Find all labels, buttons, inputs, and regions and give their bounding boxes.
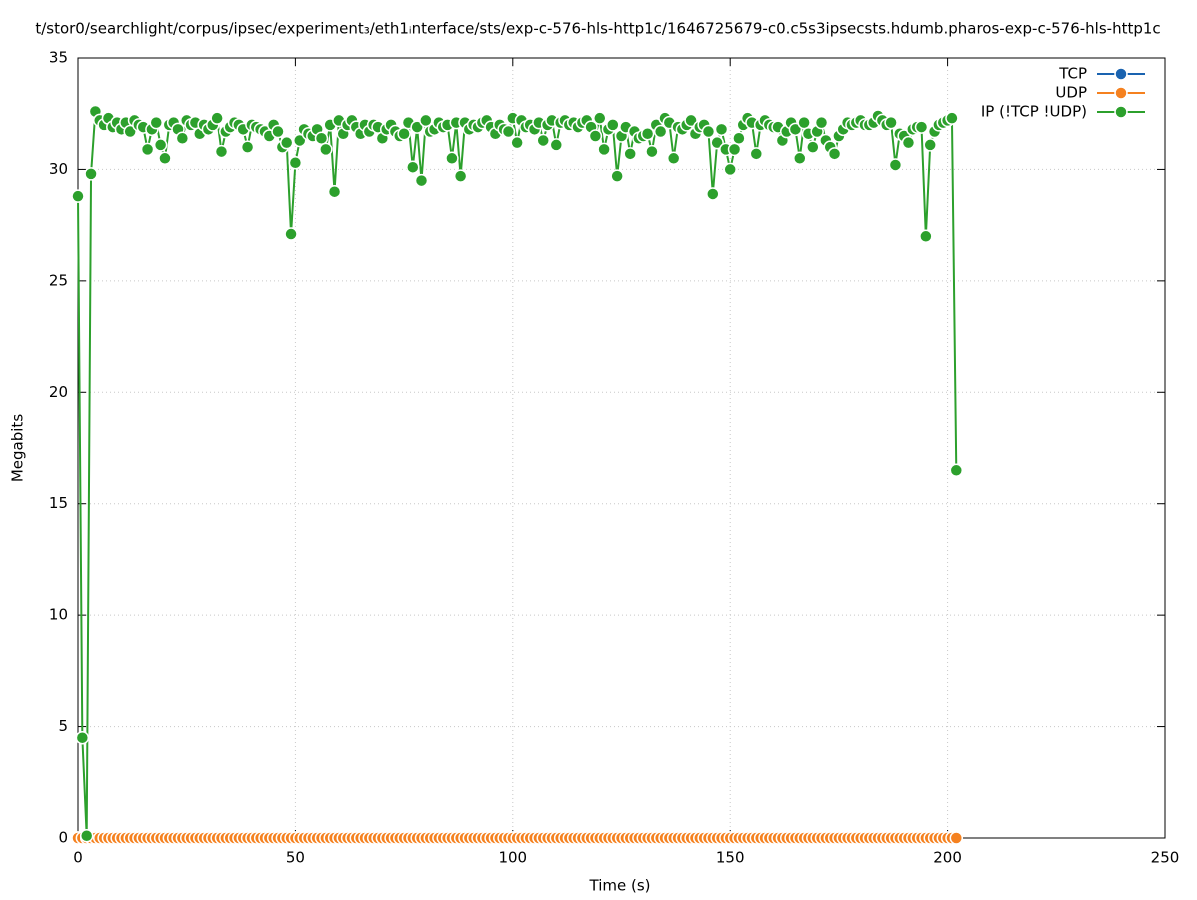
data-point (271, 124, 285, 139)
x-tick-label: 50 (286, 849, 305, 867)
data-point (158, 151, 172, 166)
data-point (284, 227, 298, 241)
data-point (140, 142, 155, 157)
data-point (610, 169, 624, 183)
data-point (949, 831, 964, 845)
y-tick-label: 5 (58, 717, 68, 735)
data-point (597, 142, 611, 157)
x-axis-label: Time (s) (589, 877, 651, 895)
data-point (319, 142, 333, 157)
data-point (75, 730, 90, 745)
legend-swatch (1114, 86, 1128, 100)
y-tick-label: 10 (49, 606, 68, 624)
x-tick-label: 100 (498, 849, 527, 867)
x-tick-label: 150 (716, 849, 745, 867)
x-tick-label: 250 (1151, 849, 1180, 867)
data-point (606, 118, 620, 132)
data-point (210, 111, 224, 125)
data-point (797, 115, 811, 130)
y-tick-label: 0 (58, 829, 68, 847)
chart-title: t/stor0/searchlight/corpus/ipsec/experim… (35, 20, 1160, 38)
data-point (914, 120, 929, 134)
data-point (79, 829, 94, 843)
data-point (406, 160, 420, 174)
data-point (945, 111, 959, 125)
data-point (884, 115, 898, 130)
data-point (701, 124, 716, 139)
data-point (414, 173, 429, 188)
series-line (77, 107, 958, 836)
data-point (153, 138, 168, 152)
legend-swatch (1114, 67, 1128, 81)
y-tick-label: 25 (49, 271, 68, 289)
legend-label: TCP (1058, 65, 1087, 83)
data-point (793, 151, 807, 166)
data-point (536, 133, 550, 148)
legend-label: IP (!TCP !UDP) (981, 103, 1087, 121)
data-point (814, 115, 829, 130)
data-point (666, 151, 681, 166)
data-point (453, 169, 468, 183)
data-point (588, 129, 603, 143)
data-point (706, 187, 720, 201)
data-point (240, 140, 255, 154)
data-point (288, 155, 303, 170)
data-point (949, 463, 964, 478)
data-point (623, 147, 637, 161)
data-point (84, 167, 98, 181)
data-point (549, 138, 564, 152)
y-axis-label: Megabits (9, 414, 27, 482)
x-tick-label: 0 (73, 849, 83, 867)
data-point (71, 189, 85, 203)
data-point (923, 138, 937, 152)
data-point (806, 140, 820, 154)
data-point (901, 135, 916, 150)
data-point (710, 135, 724, 150)
y-tick-label: 35 (49, 49, 68, 67)
data-point (279, 135, 294, 150)
y-tick-label: 30 (49, 160, 68, 178)
data-point (214, 144, 229, 159)
data-point (653, 124, 668, 139)
data-point (510, 135, 524, 150)
data-point (410, 120, 424, 134)
data-point (827, 147, 842, 161)
data-point (314, 131, 329, 145)
data-point (640, 127, 655, 141)
data-point (327, 184, 342, 199)
legend-label: UDP (1055, 84, 1087, 102)
legend-swatch (1114, 105, 1128, 119)
data-point (175, 131, 190, 145)
data-point (684, 113, 698, 128)
data-point (501, 124, 516, 139)
data-point (397, 127, 411, 141)
data-point (645, 144, 659, 159)
x-tick-label: 200 (933, 849, 962, 867)
data-point (714, 122, 729, 137)
data-point (749, 147, 764, 161)
y-tick-label: 15 (49, 494, 68, 512)
data-point (888, 158, 903, 172)
y-tick-label: 20 (49, 383, 68, 401)
data-point (149, 115, 164, 130)
data-point (593, 111, 607, 125)
data-point (788, 122, 803, 137)
data-point (919, 229, 933, 244)
data-point (723, 162, 737, 177)
data-point (732, 131, 746, 145)
data-point (445, 151, 459, 166)
data-point (727, 142, 742, 157)
